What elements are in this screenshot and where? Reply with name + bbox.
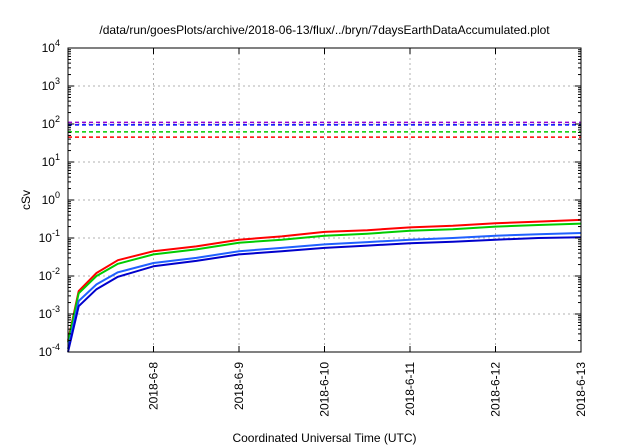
x-tick-label: 2018-6-8 xyxy=(147,362,161,410)
y-tick-label: 103 xyxy=(42,76,60,93)
y-tick-label-base: 10 xyxy=(42,117,56,131)
y-tick-label: 102 xyxy=(42,114,60,131)
y-tick-label: 10-3 xyxy=(39,304,60,321)
x-axis-label: Coordinated Universal Time (UTC) xyxy=(232,431,416,445)
y-tick-label-exponent: 3 xyxy=(55,76,60,86)
y-tick-label-base: 10 xyxy=(42,79,56,93)
grid-layer xyxy=(68,48,581,352)
y-tick-label-base: 10 xyxy=(42,155,56,169)
x-tick-label: 2018-6-13 xyxy=(574,362,588,417)
tick-layer xyxy=(68,47,582,353)
y-tick-label-base: 10 xyxy=(39,231,53,245)
y-tick-label-base: 10 xyxy=(39,307,53,321)
series-line xyxy=(67,218,582,341)
y-tick-label-exponent: 0 xyxy=(55,190,60,200)
y-tick-label-base: 10 xyxy=(42,193,56,207)
series-line xyxy=(67,222,582,343)
series-line xyxy=(67,232,582,350)
x-tick-label: 2018-6-11 xyxy=(403,362,417,416)
x-tick-label: 2018-6-10 xyxy=(318,362,332,417)
y-tick-label: 101 xyxy=(42,152,60,169)
y-tick-label-exponent: -1 xyxy=(52,228,60,238)
y-tick-label-exponent: -2 xyxy=(52,266,60,276)
y-tick-label: 10-1 xyxy=(39,228,60,245)
y-tick-label: 10-2 xyxy=(39,266,60,283)
y-tick-label-base: 10 xyxy=(39,345,53,359)
y-tick-label: 100 xyxy=(42,190,60,207)
chart-title: /data/run/goesPlots/archive/2018-06-13/f… xyxy=(99,23,550,37)
x-tick-label: 2018-6-9 xyxy=(232,362,246,410)
y-tick-label-exponent: 2 xyxy=(55,114,60,124)
y-tick-label-exponent: -4 xyxy=(52,342,60,352)
y-tick-label: 10-4 xyxy=(39,342,60,359)
y-tick-label-base: 10 xyxy=(39,269,53,283)
y-axis-label: cSv xyxy=(19,190,33,210)
y-tick-label-exponent: 4 xyxy=(55,38,60,48)
x-tick-label: 2018-6-12 xyxy=(489,362,503,417)
threshold-layer xyxy=(68,121,581,138)
series-line xyxy=(67,236,582,353)
y-tick-label: 104 xyxy=(42,38,60,55)
series-layer xyxy=(67,218,582,353)
y-tick-label-base: 10 xyxy=(42,41,56,55)
y-tick-label-exponent: 1 xyxy=(55,152,60,162)
y-tick-label-exponent: -3 xyxy=(52,304,60,314)
